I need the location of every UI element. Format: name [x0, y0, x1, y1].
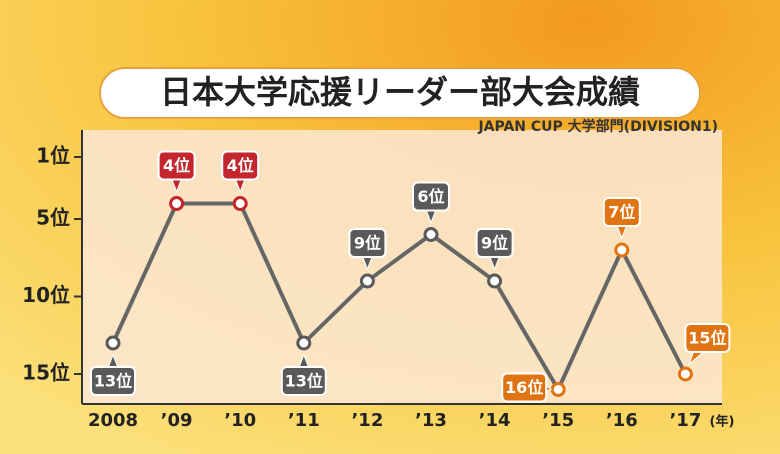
y-tick-label: 1位	[36, 144, 70, 168]
y-tick-label: 10位	[22, 283, 70, 307]
point	[169, 196, 185, 211]
label-box	[475, 228, 514, 258]
x-tick-label: 2008	[88, 410, 138, 431]
x-tick-label: ’14	[479, 410, 511, 431]
value-label: 15位	[688, 329, 726, 348]
value-label: 16位	[505, 378, 543, 397]
point	[550, 382, 566, 397]
x-tick-label: ’17	[669, 410, 701, 431]
y-tick-label: 5位	[36, 206, 70, 230]
point	[677, 366, 693, 382]
point	[487, 273, 503, 289]
x-tick-label: ’09	[161, 410, 193, 431]
y-tick-label: 15位	[22, 361, 70, 385]
value-label: 7位	[608, 203, 635, 222]
label-box	[221, 150, 260, 181]
value-label: 6位	[417, 187, 444, 206]
x-tick-label: ’16	[606, 410, 638, 431]
title-pill	[99, 67, 701, 119]
value-label: 9位	[354, 234, 381, 253]
value-label: 9位	[481, 234, 508, 253]
label-box	[684, 323, 731, 353]
label-box	[501, 372, 548, 403]
subtitle: JAPAN CUP 大学部門(DIVISION1)	[477, 118, 718, 135]
value-label: 4位	[163, 156, 190, 175]
series-line	[111, 201, 688, 394]
value-label: 13位	[94, 372, 132, 391]
point	[423, 227, 439, 242]
point	[359, 273, 375, 289]
value-label: 13位	[285, 372, 323, 391]
x-tick-label: ’13	[415, 410, 447, 431]
label-box	[280, 366, 327, 396]
x-unit: (年)	[710, 414, 735, 430]
label-box	[90, 366, 136, 396]
point	[105, 335, 121, 351]
x-tick-label: ’10	[224, 410, 256, 431]
point	[614, 242, 630, 258]
point	[232, 196, 248, 211]
x-tick-label: ’12	[351, 410, 383, 431]
chart-title: 日本大学応援リーダー部大会成績	[160, 73, 640, 111]
label-box	[348, 228, 387, 258]
x-tick-label: ’11	[288, 410, 320, 431]
x-tick-label: ’15	[542, 410, 574, 431]
label-box	[412, 181, 450, 212]
value-label: 4位	[227, 156, 254, 175]
label-box	[602, 197, 641, 227]
label-box	[157, 150, 196, 181]
point	[296, 335, 312, 351]
